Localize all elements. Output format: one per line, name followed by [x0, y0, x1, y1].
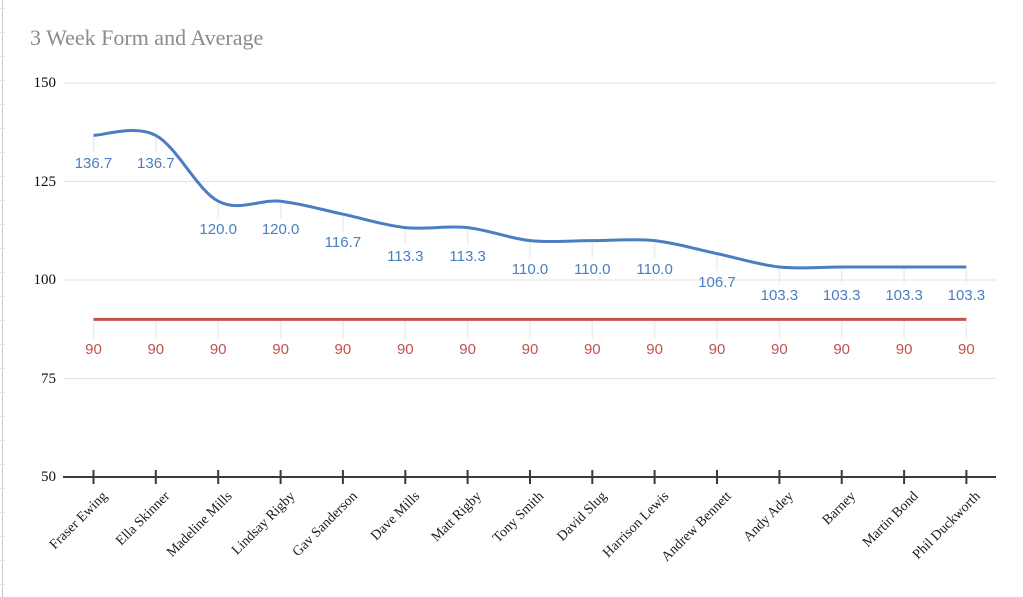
data-point-label-form: 120.0 [261, 221, 300, 239]
chart-title: 3 Week Form and Average [30, 25, 264, 50]
data-point-label-form: 136.7 [74, 155, 113, 173]
left-frame-stub [0, 296, 5, 297]
data-point-label-form: 103.3 [760, 287, 799, 304]
left-frame-stub [0, 536, 5, 537]
data-point-label-average: 90 [583, 341, 601, 359]
y-tick-label: 50 [41, 469, 56, 485]
data-point-label-average: 90 [521, 341, 539, 359]
left-frame-stub [0, 464, 5, 465]
left-frame-stub [0, 32, 5, 33]
data-point-label-form: 103.3 [822, 287, 861, 304]
left-frame-stub [0, 440, 5, 441]
left-frame-stub [0, 512, 5, 513]
y-tick-label: 75 [41, 370, 56, 387]
data-point-label-form: 103.3 [885, 287, 923, 304]
data-point-label-average: 90 [771, 341, 788, 359]
data-point-label-average: 90 [147, 341, 165, 359]
data-point-label-form: 113.3 [449, 247, 486, 265]
left-frame-stub [0, 416, 5, 417]
data-point-label-average: 90 [646, 341, 663, 359]
left-frame-stub [0, 344, 5, 345]
series-line-form [93, 129, 967, 270]
left-frame-stub [0, 248, 5, 249]
data-point-label-form: 106.7 [698, 273, 736, 291]
data-point-label-form: 136.7 [137, 155, 175, 173]
left-frame-stub [0, 272, 5, 273]
left-frame-stub [0, 8, 5, 9]
left-frame-stub [0, 560, 5, 561]
data-point-label-form: 116.7 [324, 234, 362, 252]
left-frame-stub [0, 368, 5, 369]
left-frame-line [2, 0, 3, 597]
left-frame-stub [0, 128, 5, 129]
left-frame-stub [0, 584, 5, 585]
data-point-label-form: 120.0 [199, 221, 237, 239]
left-frame-stub [0, 488, 5, 489]
y-tick-label: 100 [33, 272, 57, 288]
data-point-label-form: 103.3 [947, 287, 986, 304]
data-point-label-average: 90 [396, 341, 414, 359]
data-point-label-average: 90 [272, 341, 289, 359]
data-point-label-form: 110.0 [511, 260, 549, 278]
data-point-label-form: 110.0 [574, 260, 611, 278]
data-point-label-average: 90 [833, 341, 851, 359]
left-frame-stub [0, 104, 5, 105]
data-point-label-average: 90 [334, 341, 352, 359]
data-point-label-average: 90 [459, 341, 476, 359]
y-tick-label: 125 [33, 173, 57, 190]
y-tick-label: 150 [33, 75, 57, 91]
data-point-label-form: 113.3 [387, 247, 424, 265]
data-point-label-form: 110.0 [636, 260, 673, 278]
left-frame-stub [0, 56, 5, 57]
left-frame-stub [0, 392, 5, 393]
data-point-label-average: 90 [895, 341, 913, 359]
data-point-label-average: 90 [958, 341, 975, 359]
left-frame-stub [0, 320, 5, 321]
data-point-label-average: 90 [708, 341, 726, 359]
left-frame-stub [0, 224, 5, 225]
left-frame-stub [0, 152, 5, 153]
data-point-label-average: 90 [209, 341, 227, 359]
data-point-label-average: 90 [85, 341, 102, 359]
left-frame-stub [0, 80, 5, 81]
left-frame-stub [0, 176, 5, 177]
left-frame-stub [0, 200, 5, 201]
